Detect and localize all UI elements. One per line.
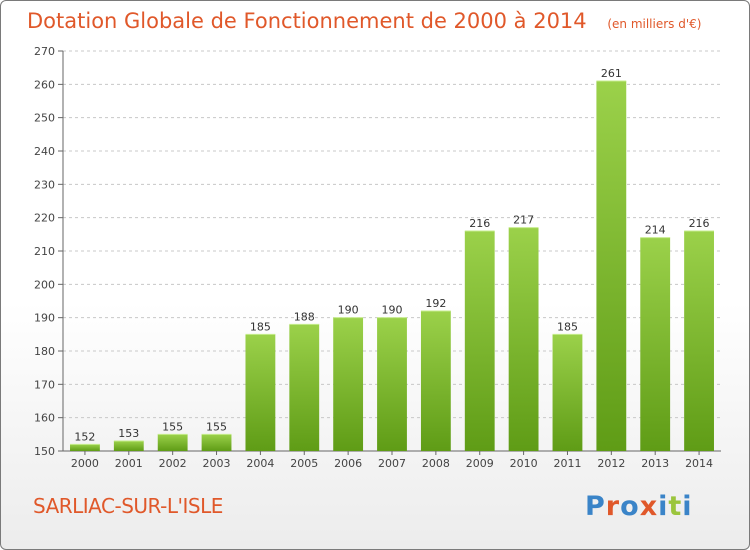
value-label-2006: 190 <box>338 304 359 317</box>
labels: 150 160 170 180 190 200 210 220 230 240 250 260 270 1… <box>34 45 713 470</box>
value-label-2014: 216 <box>689 217 710 230</box>
bar-2005 <box>289 324 320 451</box>
value-label-2013: 214 <box>645 224 666 237</box>
x-tick-label-2009: 2009 <box>466 457 494 470</box>
logo-letter: t <box>668 491 683 522</box>
y-tick-label: 170 <box>34 378 55 391</box>
bar-2008 <box>420 311 451 451</box>
y-tick-label: 240 <box>34 145 55 158</box>
bar-2004 <box>245 334 276 451</box>
bar-2012 <box>596 81 627 451</box>
value-label-2001: 153 <box>118 427 139 440</box>
value-label-2010: 217 <box>513 214 534 227</box>
value-label-2009: 216 <box>469 217 490 230</box>
bar-2000 <box>70 444 100 451</box>
x-tick-label-2011: 2011 <box>553 457 581 470</box>
x-tick-label-2004: 2004 <box>246 457 274 470</box>
bar-2006 <box>333 317 364 451</box>
logo-letter: P <box>585 491 606 522</box>
bar-2009 <box>464 231 495 451</box>
y-tick-label: 210 <box>34 245 55 258</box>
x-tick-label-2010: 2010 <box>510 457 538 470</box>
x-tick-label-2007: 2007 <box>378 457 406 470</box>
x-tick-label-2000: 2000 <box>71 457 99 470</box>
bar-2007 <box>377 317 407 451</box>
logo-letter: i <box>658 491 669 522</box>
y-tick-label: 220 <box>34 212 55 225</box>
y-tick-label: 260 <box>34 78 55 91</box>
x-tick-label-2002: 2002 <box>159 457 187 470</box>
y-tick-label: 230 <box>34 178 55 191</box>
value-label-2004: 185 <box>250 320 271 333</box>
value-label-2007: 190 <box>382 304 403 317</box>
x-tick-label-2005: 2005 <box>290 457 318 470</box>
x-tick-label-2014: 2014 <box>685 457 713 470</box>
bar-2010 <box>508 227 539 451</box>
y-tick-label: 180 <box>34 345 55 358</box>
commune-name: SARLIAC-SUR-L'ISLE <box>33 494 223 518</box>
bar-2014 <box>684 231 714 451</box>
logo-letter: i <box>682 491 693 522</box>
value-label-2011: 185 <box>557 320 578 333</box>
y-tick-label: 200 <box>34 278 55 291</box>
x-tick-label-2003: 2003 <box>203 457 231 470</box>
value-label-2012: 261 <box>601 67 622 80</box>
bar-2011 <box>552 334 583 451</box>
chart-title: Dotation Globale de Fonctionnement de 20… <box>27 9 701 33</box>
x-tick-label-2013: 2013 <box>641 457 669 470</box>
chart-unit-label: (en milliers d'€) <box>607 17 702 31</box>
x-tick-label-2006: 2006 <box>334 457 362 470</box>
bar-2003 <box>201 434 232 451</box>
y-tick-label: 190 <box>34 312 55 325</box>
bar-2002 <box>157 434 188 451</box>
logo-letter: x <box>639 491 659 522</box>
value-label-2000: 152 <box>74 430 95 443</box>
value-label-2002: 155 <box>162 420 183 433</box>
x-tick-label-2012: 2012 <box>597 457 625 470</box>
bar-2001 <box>113 441 144 451</box>
bar-2013 <box>640 237 671 451</box>
y-tick-label: 250 <box>34 112 55 125</box>
logo-letter: o <box>620 491 640 522</box>
x-tick-label-2008: 2008 <box>422 457 450 470</box>
y-tick-label: 160 <box>34 412 55 425</box>
value-label-2003: 155 <box>206 420 227 433</box>
proxiti-logo: Proxiti <box>585 491 693 522</box>
chart-title-text: Dotation Globale de Fonctionnement de 20… <box>27 9 587 33</box>
value-label-2008: 192 <box>425 297 446 310</box>
y-tick-label: 270 <box>34 45 55 58</box>
value-label-2005: 188 <box>294 310 315 323</box>
y-tick-label: 150 <box>34 445 55 458</box>
logo-letter: r <box>605 491 621 522</box>
x-tick-label-2001: 2001 <box>115 457 143 470</box>
bars <box>70 80 714 451</box>
